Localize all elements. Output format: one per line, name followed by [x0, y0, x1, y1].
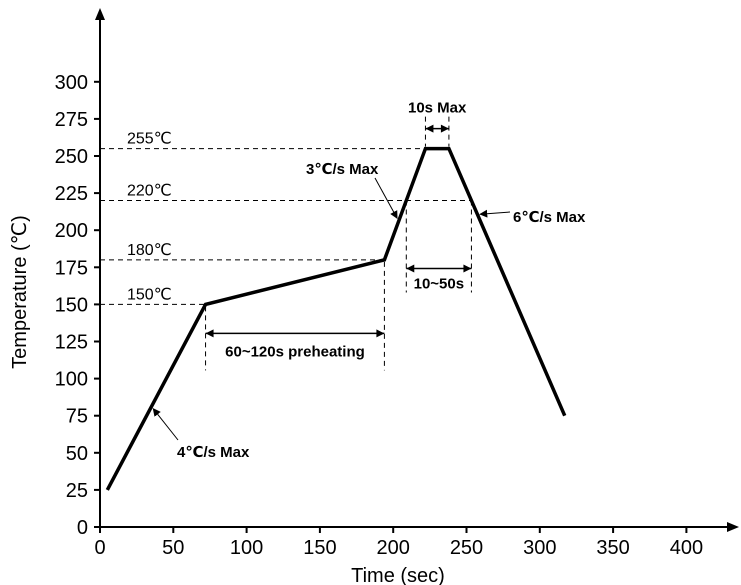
arrowhead	[205, 329, 214, 338]
x-tick-label: 0	[94, 537, 105, 559]
y-axis-title: Temperature (℃)	[9, 215, 31, 369]
above-220-label: 10~50s	[414, 276, 464, 293]
arrowhead	[376, 329, 385, 338]
x-axis-arrow	[727, 522, 739, 532]
ramp-to-peak-leader	[374, 177, 398, 220]
y-tick-label: 150	[55, 294, 88, 316]
arrowhead	[463, 264, 472, 273]
arrowhead	[425, 124, 434, 133]
x-tick-label: 100	[230, 537, 263, 559]
y-tick-label: 200	[55, 220, 88, 242]
y-tick-label: 50	[66, 443, 88, 465]
reference-label: 180℃	[127, 242, 172, 259]
profile-line	[105, 146, 567, 491]
ramp-down-label: 6℃/s Max	[513, 209, 586, 226]
reference-lines: 255℃ 220℃ 180℃ 150℃	[100, 131, 472, 305]
arrowhead	[406, 264, 415, 273]
y-tick-label: 275	[55, 109, 88, 131]
peak-dimension	[425, 124, 449, 133]
ramp-up-leader	[152, 408, 179, 441]
y-tick-label: 25	[66, 480, 88, 502]
annotations: 60~120s preheating 10~50s 10s Max 4℃/s Max 3…	[152, 100, 586, 461]
y-tick-label: 300	[55, 72, 88, 94]
x-ticks: 0 50 100 150 200 250 300 350 400	[94, 527, 703, 559]
y-tick-label: 250	[55, 146, 88, 168]
reference-label: 255℃	[127, 131, 172, 148]
ramp-down-leader	[479, 209, 511, 218]
y-tick-label: 225	[55, 183, 88, 205]
x-tick-label: 250	[450, 537, 483, 559]
x-tick-label: 350	[596, 537, 629, 559]
y-axis-arrow	[95, 8, 105, 20]
y-tick-label: 125	[55, 332, 88, 354]
y-tick-label: 75	[66, 406, 88, 428]
reference-label: 220℃	[127, 183, 172, 200]
x-tick-label: 200	[377, 537, 410, 559]
x-tick-label: 150	[303, 537, 336, 559]
y-tick-label: 0	[77, 517, 88, 539]
above-220-dimension	[406, 264, 472, 273]
x-tick-label: 400	[670, 537, 703, 559]
y-tick-label: 100	[55, 369, 88, 391]
y-ticks: 0 25 50 75 100 125 150 175 200 225 250 275 300	[55, 72, 100, 539]
reference-label: 150℃	[127, 286, 172, 303]
y-tick-label: 175	[55, 257, 88, 279]
ramp-up-label: 4℃/s Max	[177, 444, 250, 461]
profile-series	[105, 146, 567, 491]
arrowhead	[440, 124, 449, 133]
ramp-to-peak-label: 3℃/s Max	[306, 161, 379, 178]
preheat-label: 60~120s preheating	[225, 343, 365, 360]
peak-label: 10s Max	[408, 100, 467, 117]
x-tick-label: 300	[523, 537, 556, 559]
preheat-dimension	[205, 329, 385, 338]
x-axis-title: Time (sec)	[351, 565, 445, 585]
x-tick-label: 50	[162, 537, 184, 559]
